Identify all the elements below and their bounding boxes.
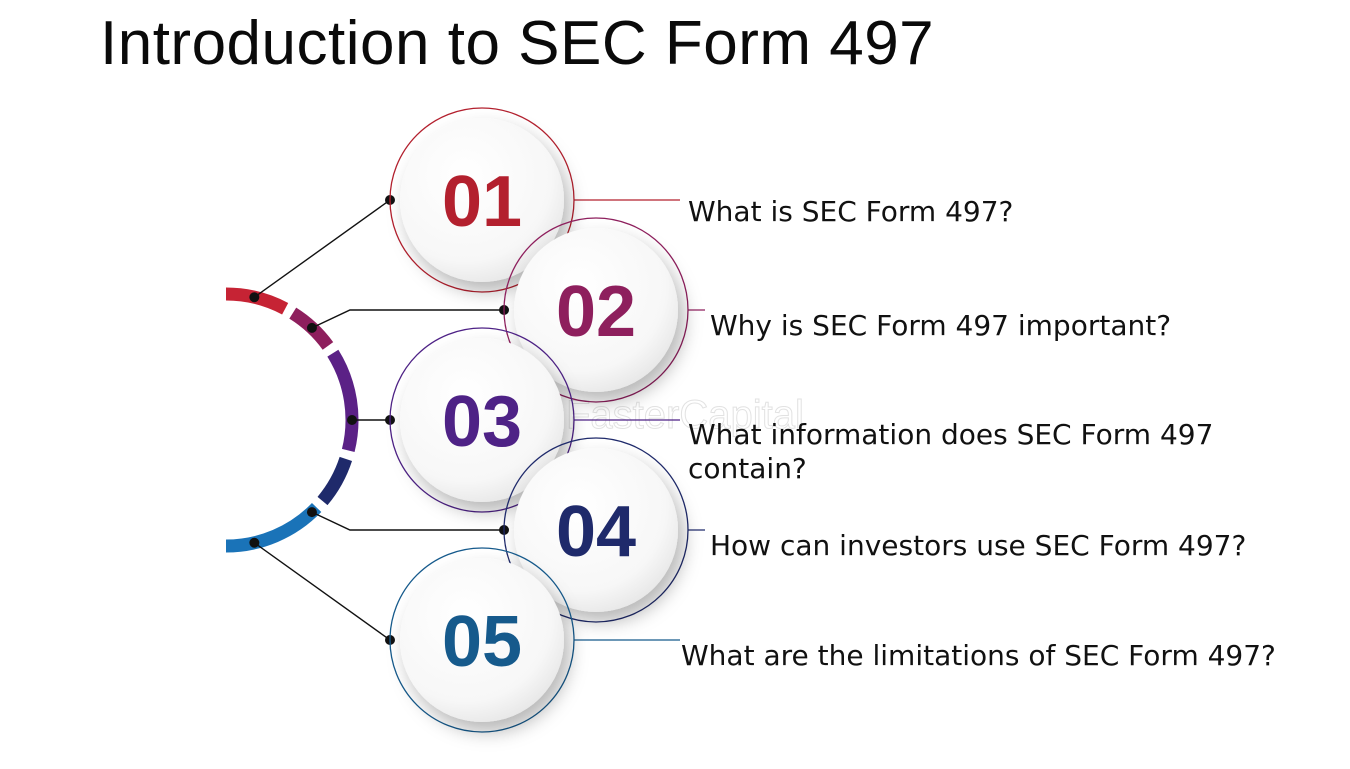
item-number-4: 04 [556, 492, 636, 572]
connector-line-1 [253, 199, 391, 298]
item-labels: What is SEC Form 497? Why is SEC Form 497… [681, 195, 1276, 672]
number-circle-1 [400, 118, 564, 282]
item-label-2: Why is SEC Form 497 important? [710, 309, 1171, 342]
arc-segment-5 [225, 502, 322, 553]
number-circle-2 [514, 228, 678, 392]
connector-dot-arc-3 [347, 415, 357, 425]
connector-dot-arc-4 [306, 507, 317, 518]
item-number-5: 05 [442, 602, 522, 682]
connector-line-2 [311, 309, 504, 329]
item-2: 02 [503, 217, 705, 403]
watermark-text: FasterCapital [566, 393, 804, 437]
number-circle-4 [514, 448, 678, 612]
number-circle-3 [400, 338, 564, 502]
item-number-2: 02 [556, 272, 636, 352]
connector-line-5 [253, 542, 391, 641]
connector-dot-arc-1 [249, 292, 260, 303]
arc-segment-3 [327, 349, 359, 453]
item-1: 01 [389, 107, 680, 293]
item-number-1: 01 [442, 162, 522, 242]
item-label-3-line-1: What information does SEC Form 497 [688, 418, 1213, 451]
item-5: 05 [389, 547, 680, 733]
left-arc [225, 287, 359, 553]
connector-line-4 [311, 511, 504, 531]
watermark: FasterCapital [517, 393, 804, 438]
connector-dot-arc-5 [249, 537, 260, 548]
item-number-3: 03 [442, 382, 522, 462]
connector-dot-arc-2 [306, 322, 317, 333]
item-label-3-line-2: contain? [688, 452, 807, 485]
slide-title: Introduction to SEC Form 497 [100, 9, 935, 78]
item-4: 04 [503, 437, 705, 623]
number-circles: 01 02 03 04 05 [389, 107, 705, 733]
item-label-1: What is SEC Form 497? [688, 195, 1013, 228]
arc-segment-4 [317, 456, 353, 506]
item-3: 03 [389, 327, 680, 513]
number-circle-5 [400, 558, 564, 722]
connectors [249, 195, 509, 645]
item-label-5: What are the limitations of SEC Form 497… [681, 639, 1276, 672]
item-label-4: How can investors use SEC Form 497? [710, 529, 1246, 562]
